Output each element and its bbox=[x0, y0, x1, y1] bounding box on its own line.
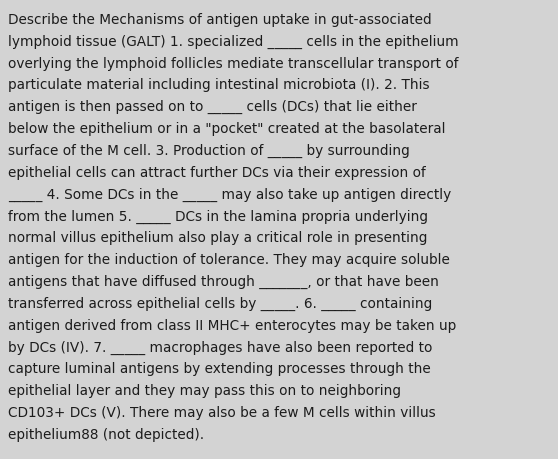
Text: Describe the Mechanisms of antigen uptake in gut-associated: Describe the Mechanisms of antigen uptak… bbox=[8, 13, 432, 27]
Text: antigen derived from class II MHC+ enterocytes may be taken up: antigen derived from class II MHC+ enter… bbox=[8, 318, 456, 332]
Text: overlying the lymphoid follicles mediate transcellular transport of: overlying the lymphoid follicles mediate… bbox=[8, 56, 459, 70]
Text: by DCs (IV). 7. _____ macrophages have also been reported to: by DCs (IV). 7. _____ macrophages have a… bbox=[8, 340, 433, 354]
Text: surface of the M cell. 3. Production of _____ by surrounding: surface of the M cell. 3. Production of … bbox=[8, 144, 410, 158]
Text: epithelial layer and they may pass this on to neighboring: epithelial layer and they may pass this … bbox=[8, 383, 401, 397]
Text: epithelial cells can attract further DCs via their expression of: epithelial cells can attract further DCs… bbox=[8, 165, 426, 179]
Text: transferred across epithelial cells by _____. 6. _____ containing: transferred across epithelial cells by _… bbox=[8, 296, 432, 310]
Text: epithelium88 (not depicted).: epithelium88 (not depicted). bbox=[8, 427, 204, 441]
Text: lymphoid tissue (GALT) 1. specialized _____ cells in the epithelium: lymphoid tissue (GALT) 1. specialized __… bbox=[8, 35, 459, 49]
Text: from the lumen 5. _____ DCs in the lamina propria underlying: from the lumen 5. _____ DCs in the lamin… bbox=[8, 209, 429, 223]
Text: below the epithelium or in a "pocket" created at the basolateral: below the epithelium or in a "pocket" cr… bbox=[8, 122, 446, 136]
Text: CD103+ DCs (V). There may also be a few M cells within villus: CD103+ DCs (V). There may also be a few … bbox=[8, 405, 436, 419]
Text: _____ 4. Some DCs in the _____ may also take up antigen directly: _____ 4. Some DCs in the _____ may also … bbox=[8, 187, 451, 202]
Text: particulate material including intestinal microbiota (I). 2. This: particulate material including intestina… bbox=[8, 78, 430, 92]
Text: antigen for the induction of tolerance. They may acquire soluble: antigen for the induction of tolerance. … bbox=[8, 252, 450, 267]
Text: antigen is then passed on to _____ cells (DCs) that lie either: antigen is then passed on to _____ cells… bbox=[8, 100, 417, 114]
Text: capture luminal antigens by extending processes through the: capture luminal antigens by extending pr… bbox=[8, 362, 431, 375]
Text: normal villus epithelium also play a critical role in presenting: normal villus epithelium also play a cri… bbox=[8, 231, 428, 245]
Text: antigens that have diffused through _______, or that have been: antigens that have diffused through ____… bbox=[8, 274, 439, 289]
